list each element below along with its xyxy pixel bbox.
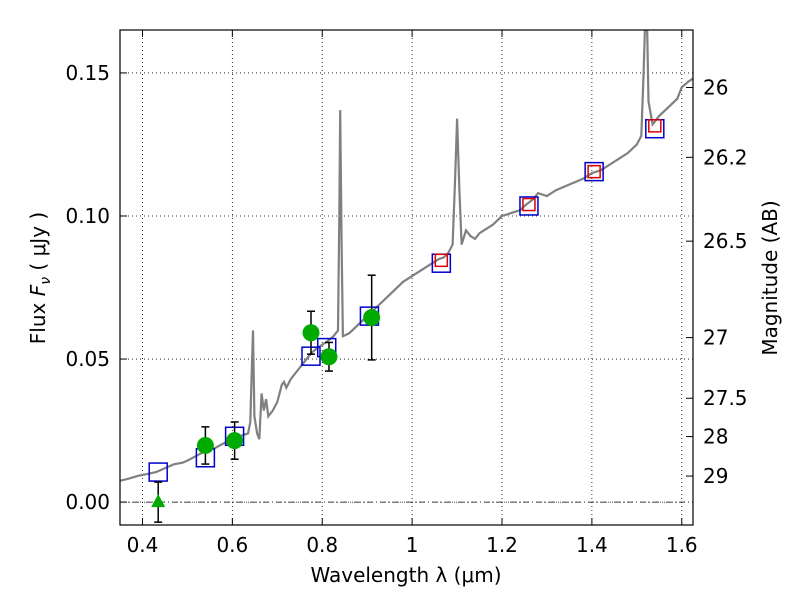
y-label-prefix: Flux <box>26 296 50 344</box>
red-square-marker <box>434 253 449 268</box>
y-tick-label: 0.15 <box>65 61 110 85</box>
series-layer <box>120 30 693 523</box>
blue-square-marker <box>148 462 168 482</box>
x-tick-label: 1 <box>406 533 419 557</box>
ticks: 0.4 0.6 0.8 1 1.2 1.4 1.6 0.00 0.05 0.10 0.15 26 26.… <box>65 30 748 557</box>
x-tick-label: 0.6 <box>216 533 248 557</box>
right-tick-label: 27 <box>703 326 728 350</box>
right-tick-label: 26.2 <box>703 145 748 169</box>
y-label-symbol: F <box>26 284 50 296</box>
green-circle-marker <box>226 432 244 450</box>
spectrum-line <box>120 30 693 482</box>
y-axis-label-left: Flux Fν ( μJy ) <box>26 212 54 344</box>
y-tick-label: 0.00 <box>65 490 110 514</box>
y-tick-label: 0.10 <box>65 204 110 228</box>
right-tick-label: 27.5 <box>703 386 748 410</box>
right-tick-label: 26 <box>703 76 728 100</box>
green-circle-marker <box>302 324 320 342</box>
red-square-marker <box>587 164 601 179</box>
y-label-suffix: ( μJy ) <box>26 212 50 277</box>
plot-frame <box>119 29 694 526</box>
y-tick-label: 0.05 <box>65 347 110 371</box>
red-square-marker <box>522 197 536 212</box>
green-circle-marker <box>363 309 381 327</box>
x-tick-label: 1.2 <box>486 533 518 557</box>
right-tick-label: 28 <box>703 425 728 449</box>
blue-square-marker <box>584 161 604 182</box>
y-axis-label-right: Magnitude (AB) <box>758 200 782 355</box>
green-triangle-marker <box>151 494 166 508</box>
right-tick-label: 26.5 <box>703 229 748 253</box>
x-tick-label: 0.4 <box>127 533 159 557</box>
blue-square-marker <box>519 196 539 216</box>
green-circle-marker <box>320 348 338 366</box>
x-tick-label: 1.4 <box>576 533 608 557</box>
green-circle-marker <box>196 436 214 454</box>
y-label-subscript: ν <box>38 277 54 285</box>
red-square-marker <box>648 119 662 133</box>
x-axis-label: Wavelength λ (μm) <box>310 563 501 587</box>
right-tick-label: 29 <box>703 464 728 488</box>
x-tick-label: 0.8 <box>306 533 338 557</box>
x-tick-label: 1.6 <box>666 533 698 557</box>
